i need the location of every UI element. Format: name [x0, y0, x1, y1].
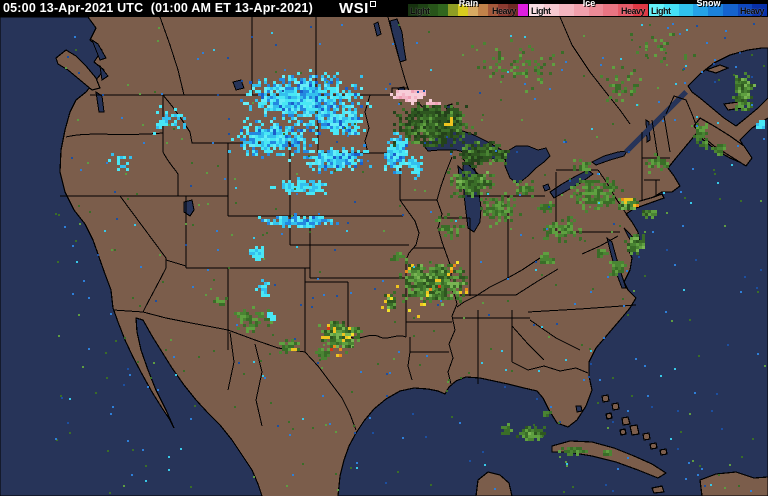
wsi-logo-degree-icon	[369, 1, 376, 7]
legend-snow: Snow Light Heavy	[649, 0, 768, 17]
precip-legend: Rain Light Heavy Ice Light Heavy Snow Li…	[408, 0, 768, 17]
radar-map	[0, 17, 768, 496]
legend-ice-title: Ice	[582, 0, 596, 8]
legend-rain-light-label: Light	[410, 6, 430, 16]
wsi-logo-text: WSI	[339, 0, 369, 17]
timestamp-label: 05:00 13-Apr-2021 UTC (01:00 AM ET 13-Ap…	[3, 1, 313, 15]
legend-ice: Ice Light Heavy	[529, 0, 649, 17]
legend-rain: Rain Light Heavy	[408, 0, 529, 17]
wsi-logo: WSI	[339, 0, 376, 17]
legend-snow-title: Snow	[696, 0, 721, 8]
legend-ice-heavy-label: Heavy	[620, 6, 646, 16]
legend-snow-colorbar	[649, 4, 767, 16]
legend-rain-colorbar	[408, 4, 528, 16]
radar-map-svg	[0, 17, 768, 496]
header-bar: 05:00 13-Apr-2021 UTC (01:00 AM ET 13-Ap…	[0, 0, 768, 17]
legend-snow-heavy-label: Heavy	[739, 6, 765, 16]
legend-rain-heavy-label: Heavy	[491, 6, 517, 16]
legend-ice-light-label: Light	[531, 6, 551, 16]
legend-ice-colorbar	[529, 4, 648, 16]
legend-rain-title: Rain	[458, 0, 479, 8]
legend-snow-light-label: Light	[651, 6, 671, 16]
